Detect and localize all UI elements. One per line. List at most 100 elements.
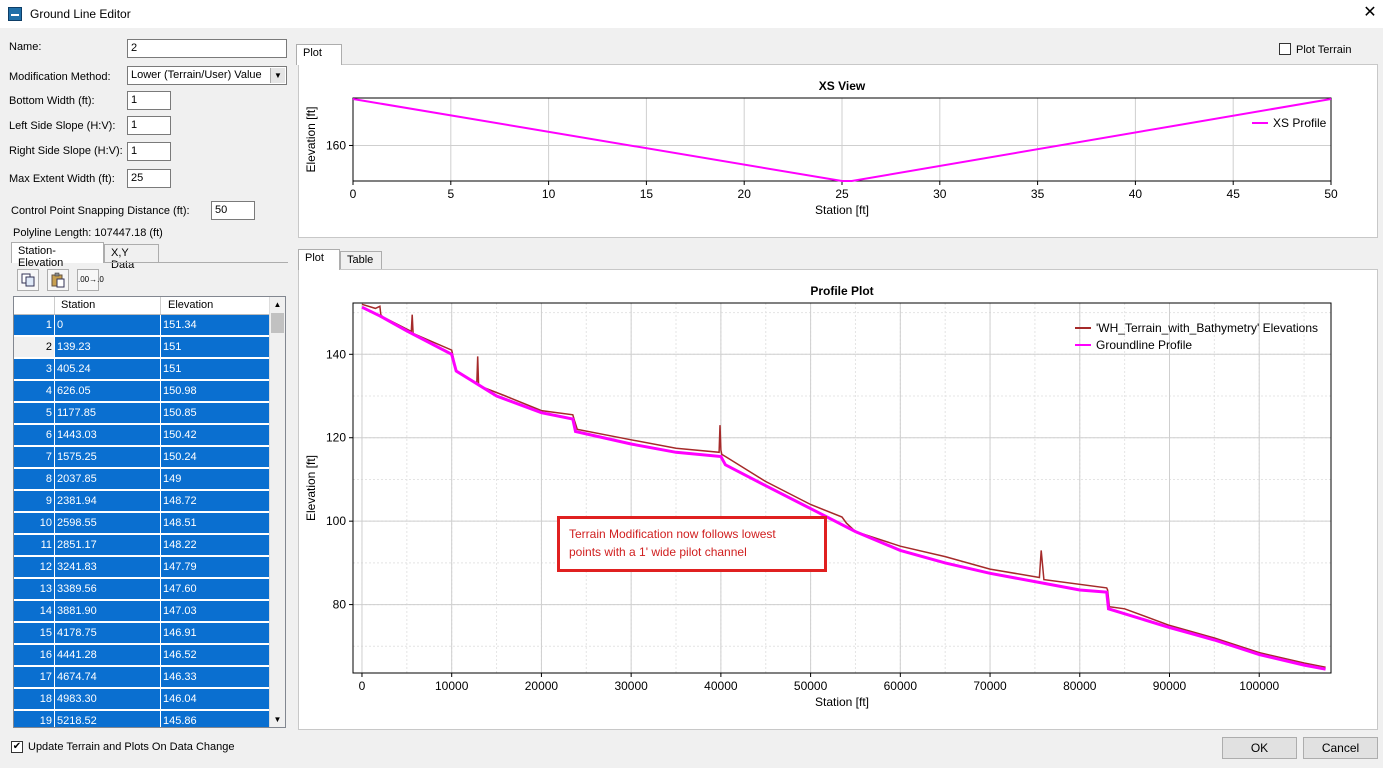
station-cell[interactable]: 626.05 [55,381,160,402]
tab-profile-plot[interactable]: Plot [298,249,340,270]
elevation-cell[interactable]: 147.60 [161,579,271,600]
station-cell[interactable]: 1443.03 [55,425,160,446]
station-cell[interactable]: 4441.28 [55,645,160,666]
elevation-cell[interactable]: 147.79 [161,557,271,578]
column-header-elevation[interactable]: Elevation [168,299,214,311]
elevation-cell[interactable]: 150.98 [161,381,271,402]
row-header[interactable]: 17 [14,667,54,688]
elevation-cell[interactable]: 148.22 [161,535,271,556]
row-header[interactable]: 7 [14,447,54,468]
table-row[interactable]: 6 1443.03 150.42 [14,425,271,447]
elevation-cell[interactable]: 149 [161,469,271,490]
elevation-cell[interactable]: 147.03 [161,601,271,622]
table-row[interactable]: 5 1177.85 150.85 [14,403,271,425]
elevation-cell[interactable]: 151 [161,359,271,380]
snapping-distance-input[interactable]: 50 [211,201,255,220]
row-header[interactable]: 11 [14,535,54,556]
elevation-cell[interactable]: 150.85 [161,403,271,424]
station-cell[interactable]: 3881.90 [55,601,160,622]
cancel-button[interactable]: Cancel [1303,737,1378,759]
chevron-down-icon[interactable]: ▼ [270,68,285,83]
station-cell[interactable]: 5218.52 [55,711,160,727]
station-cell[interactable]: 405.24 [55,359,160,380]
scroll-up-icon[interactable]: ▲ [273,300,282,309]
table-row[interactable]: 8 2037.85 149 [14,469,271,491]
tab-station-elevation[interactable]: Station-Elevation [11,242,104,269]
row-header[interactable]: 9 [14,491,54,512]
table-row[interactable]: 19 5218.52 145.86 [14,711,271,727]
table-row[interactable]: 13 3389.56 147.60 [14,579,271,601]
table-row[interactable]: 18 4983.30 146.04 [14,689,271,711]
station-cell[interactable]: 3241.83 [55,557,160,578]
right-side-slope-input[interactable]: 1 [127,142,171,161]
row-header[interactable]: 12 [14,557,54,578]
max-extent-width-input[interactable]: 25 [127,169,171,188]
station-cell[interactable]: 1177.85 [55,403,160,424]
elevation-cell[interactable]: 146.91 [161,623,271,644]
station-cell[interactable]: 4178.75 [55,623,160,644]
row-header[interactable]: 8 [14,469,54,490]
station-cell[interactable]: 3389.56 [55,579,160,600]
row-header[interactable]: 10 [14,513,54,534]
ok-button[interactable]: OK [1222,737,1297,759]
paste-button[interactable] [47,269,69,291]
station-cell[interactable]: 2598.55 [55,513,160,534]
elevation-cell[interactable]: 145.86 [161,711,271,727]
elevation-cell[interactable]: 146.52 [161,645,271,666]
profile-plot-chart[interactable]: Profile Plot 0 10000 20000 30000 40000 50000 60… [299,270,1377,729]
elevation-cell[interactable]: 146.04 [161,689,271,710]
table-row[interactable]: 1 0 151.34 [14,315,271,337]
tab-profile-table[interactable]: Table [340,251,382,270]
table-row[interactable]: 15 4178.75 146.91 [14,623,271,645]
row-header[interactable]: 18 [14,689,54,710]
row-header[interactable]: 2 [14,337,54,358]
tab-top-plot[interactable]: Plot [296,44,342,65]
table-row[interactable]: 12 3241.83 147.79 [14,557,271,579]
row-header[interactable]: 3 [14,359,54,380]
row-header[interactable]: 15 [14,623,54,644]
table-scrollbar[interactable]: ▲ ▼ [269,297,285,727]
bottom-width-input[interactable]: 1 [127,91,171,110]
station-cell[interactable]: 2381.94 [55,491,160,512]
row-header[interactable]: 4 [14,381,54,402]
elevation-cell[interactable]: 150.42 [161,425,271,446]
close-icon[interactable]: ✕ [1363,4,1377,21]
elevation-cell[interactable]: 151 [161,337,271,358]
elevation-cell[interactable]: 148.72 [161,491,271,512]
station-cell[interactable]: 2851.17 [55,535,160,556]
row-header[interactable]: 19 [14,711,54,727]
elevation-cell[interactable]: 150.24 [161,447,271,468]
elevation-cell[interactable]: 146.33 [161,667,271,688]
update-terrain-checkbox[interactable]: ✔ [11,741,23,753]
station-cell[interactable]: 4983.30 [55,689,160,710]
table-row[interactable]: 4 626.05 150.98 [14,381,271,403]
station-cell[interactable]: 4674.74 [55,667,160,688]
row-header[interactable]: 14 [14,601,54,622]
row-header[interactable]: 1 [14,315,54,336]
station-cell[interactable]: 2037.85 [55,469,160,490]
station-cell[interactable]: 139.23 [55,337,160,358]
left-side-slope-input[interactable]: 1 [127,116,171,135]
station-cell[interactable]: 1575.25 [55,447,160,468]
table-row[interactable]: 16 4441.28 146.52 [14,645,271,667]
tab-xy-data[interactable]: X,Y Data [104,244,159,271]
row-header[interactable]: 16 [14,645,54,666]
table-row[interactable]: 14 3881.90 147.03 [14,601,271,623]
row-header[interactable]: 6 [14,425,54,446]
decimal-button[interactable]: .00→.0 [77,269,104,291]
station-cell[interactable]: 0 [55,315,160,336]
plot-terrain-checkbox[interactable] [1279,43,1291,55]
station-elevation-table[interactable]: Station Elevation 10151.34▶2139.23151340… [13,296,286,728]
name-input[interactable]: 2 [127,39,287,58]
table-row[interactable]: 9 2381.94 148.72 [14,491,271,513]
table-row[interactable]: 10 2598.55 148.51 [14,513,271,535]
scroll-thumb[interactable] [271,313,284,333]
elevation-cell[interactable]: 151.34 [161,315,271,336]
table-row[interactable]: 11 2851.17 148.22 [14,535,271,557]
xs-view-chart[interactable]: XS View 0 5 10 15 20 25 30 35 40 45 50 160 Station [f… [299,65,1377,237]
row-header[interactable]: 5 [14,403,54,424]
elevation-cell[interactable]: 148.51 [161,513,271,534]
table-row[interactable]: 17 4674.74 146.33 [14,667,271,689]
copy-button[interactable] [17,269,39,291]
